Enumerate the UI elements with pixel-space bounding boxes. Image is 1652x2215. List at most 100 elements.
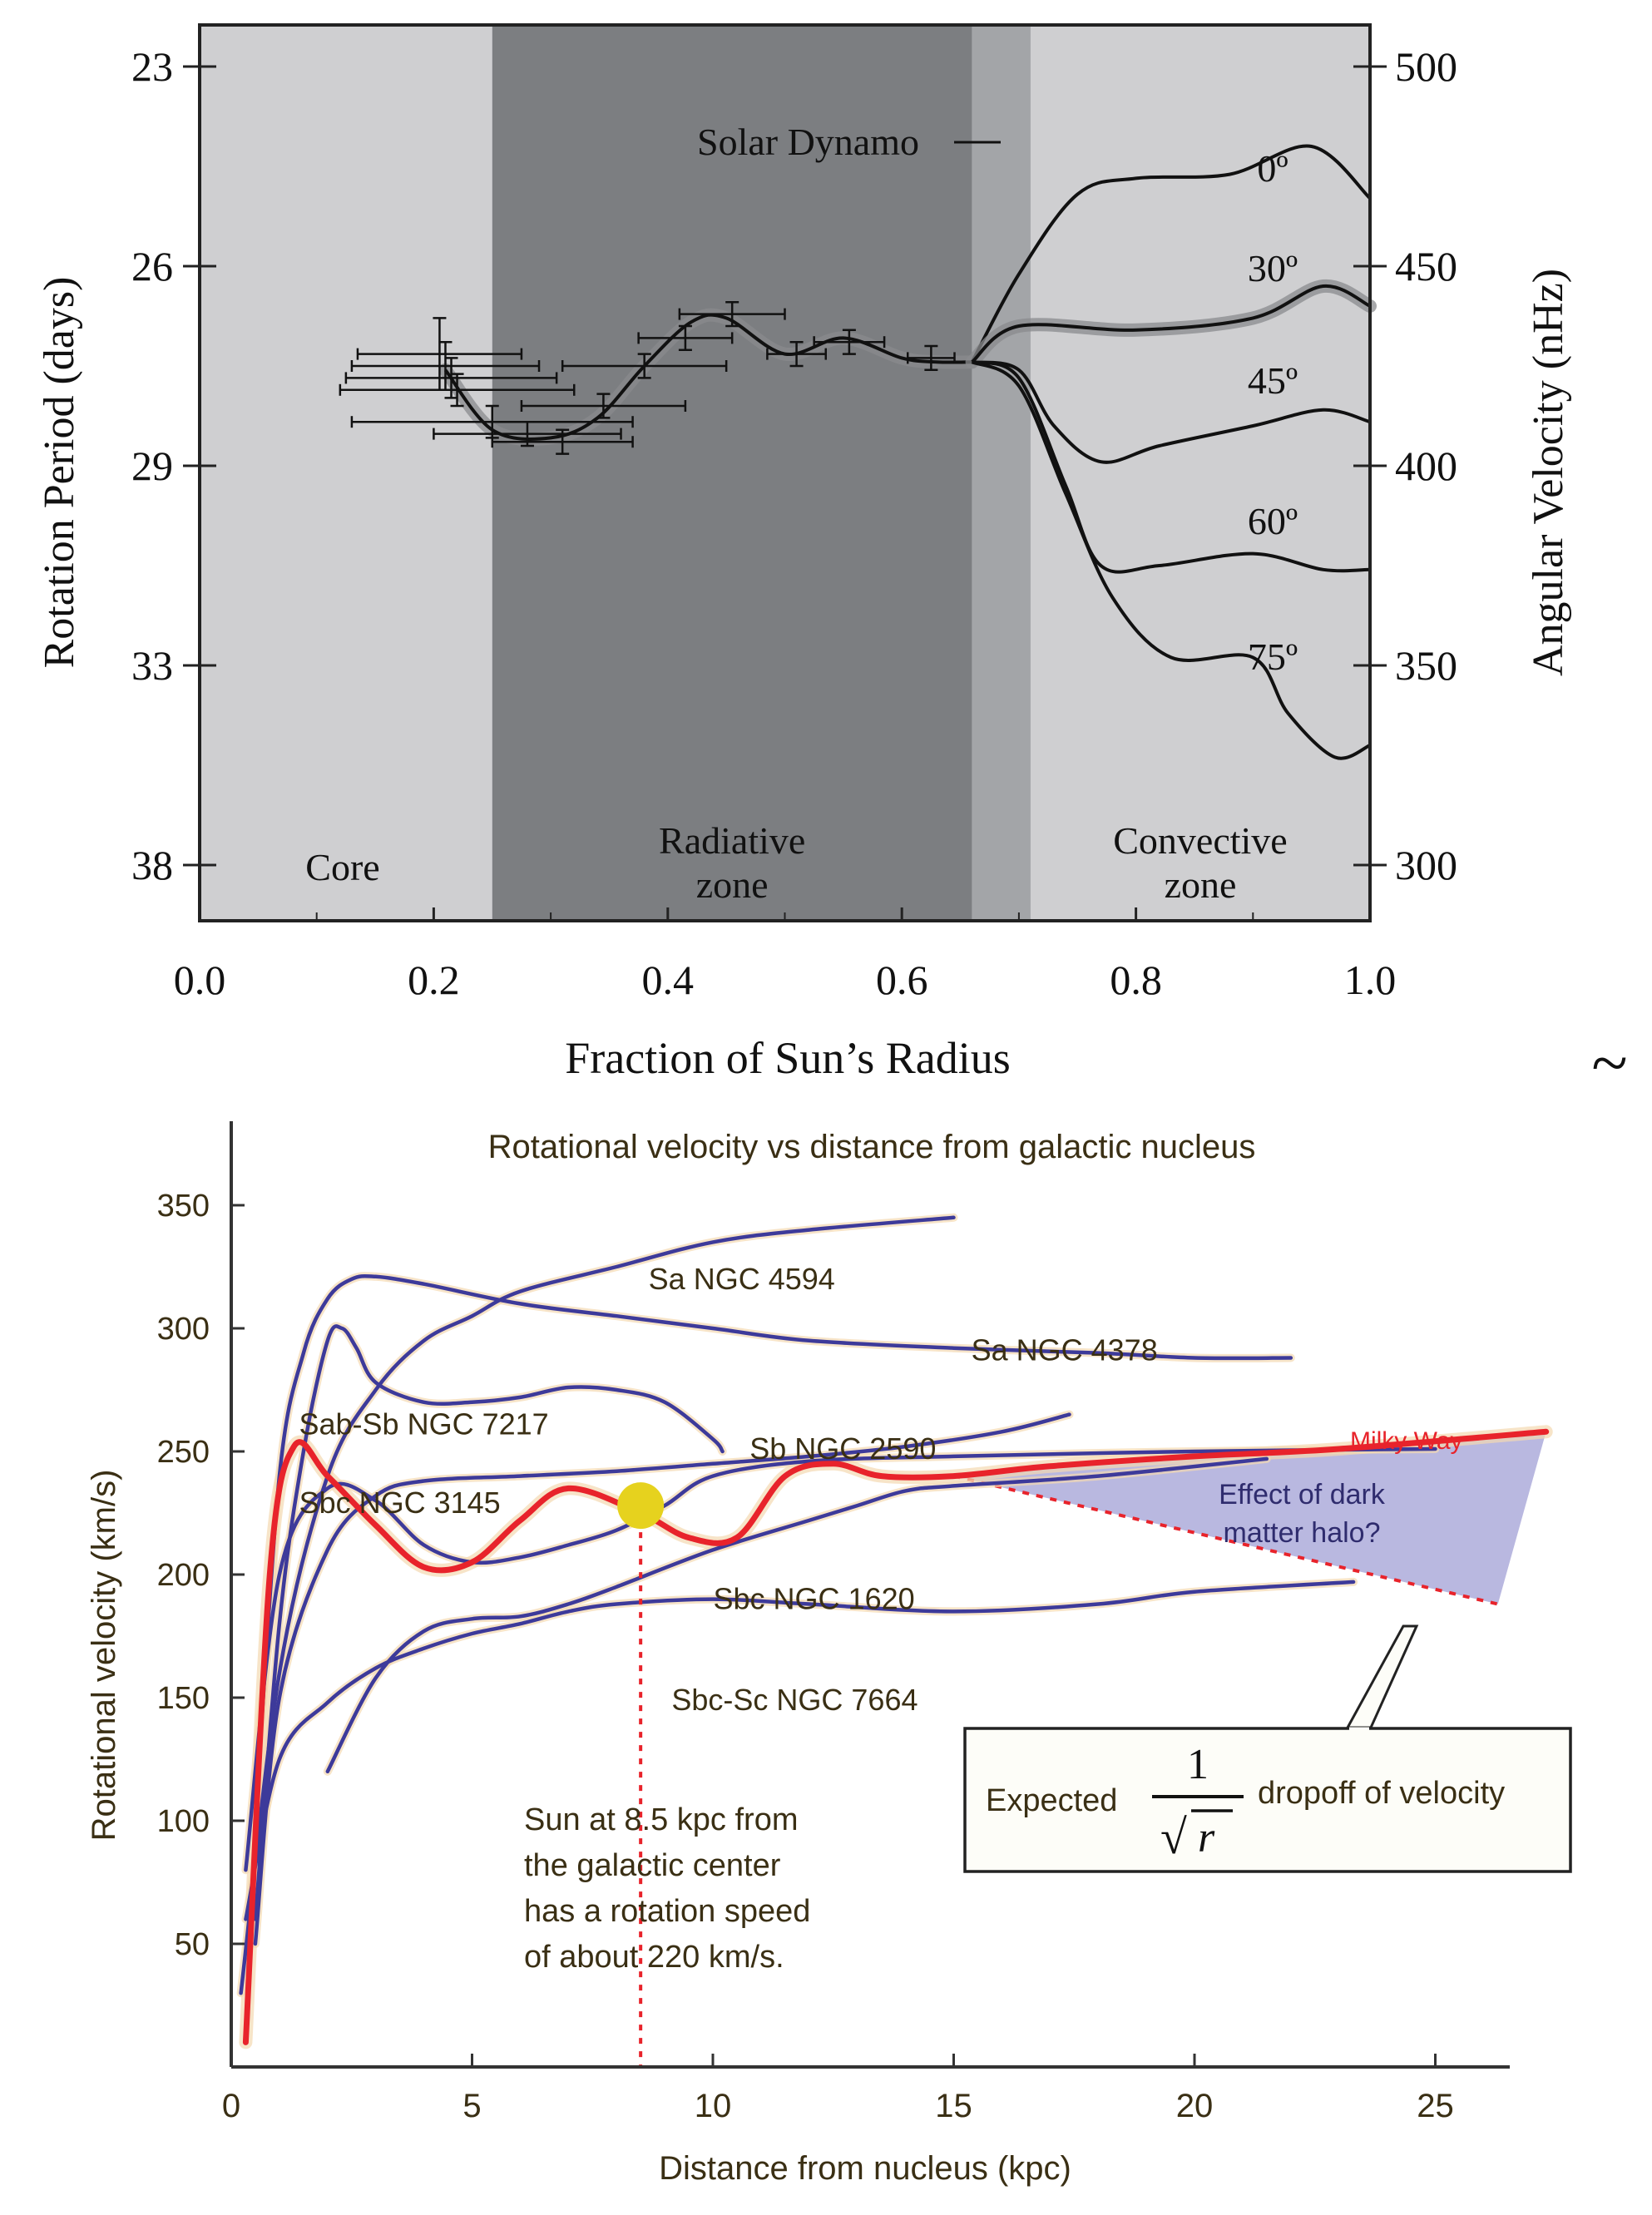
sun-position-marker (617, 1482, 665, 1530)
series-0-line (239, 1215, 956, 1995)
sun-note-line-2: has a rotation speed (524, 1894, 810, 1929)
galactic-x-tick-label-5: 25 (1417, 2088, 1454, 2124)
x-tick-label-1: 0.2 (408, 957, 460, 1003)
galactic-x-tick-label-4: 20 (1176, 2088, 1214, 2124)
solar-zones (200, 25, 1370, 921)
series-6-line (244, 1580, 1356, 1921)
zone-label-radiative: Radiative (659, 819, 805, 862)
error-bar-2 (344, 357, 558, 399)
x-tick-label-5: 1.0 (1344, 957, 1397, 1003)
series-label-sab-sb-ngc-7217: Sab-Sb NGC 7217 (299, 1407, 549, 1441)
galactic-curve-fills (236, 1213, 1553, 2049)
error-bar-7 (520, 393, 687, 419)
error-bar-12 (813, 329, 886, 355)
series-7-line (242, 1428, 1550, 2045)
error-bar-1 (350, 340, 541, 392)
series-2-line (253, 1324, 725, 1921)
error-bar-10 (678, 300, 786, 328)
left-tick-label-3: 33 (131, 642, 173, 689)
series-label-60: 60º (1248, 500, 1298, 542)
series-5-line (971, 360, 1371, 760)
dark-matter-label-line-0: Effect of dark (1219, 1479, 1386, 1510)
galactic-x-tick-label-1: 5 (462, 2088, 481, 2124)
galactic-y-axis-label: Rotational velocity (km/s) (86, 1470, 122, 1842)
fraction-numerator: 1 (1187, 1741, 1209, 1788)
solar-axes: 0.0 0.2 0.4 0.6 0.8 1.0 23 26 29 33 38 500 450 400 350… (131, 43, 1457, 1003)
series-label-45: 45º (1248, 359, 1298, 402)
series-1-line (253, 1273, 1293, 1823)
series-label-30: 30º (1248, 247, 1298, 289)
right-tick-label-0: 500 (1395, 43, 1457, 90)
fraction-denominator-variable: r (1198, 1814, 1215, 1861)
error-bar-11 (766, 340, 827, 368)
solar-right-axis-label: Angular Velocity (nHz) (1525, 269, 1572, 676)
series-label-75: 75º (1248, 635, 1298, 678)
galactic-series (239, 1215, 1550, 2045)
galactic-annotations: Sun at 8.5 kpc from the galactic center ha… (524, 1482, 1572, 2067)
zone-label-zone: zone (1165, 863, 1237, 906)
solar-series (438, 144, 1377, 760)
solar-x-axis-label: Fraction of Sun’s Radius (565, 1033, 1011, 1083)
solar-dynamo-annotation: Solar Dynamo (697, 121, 1001, 163)
series-label-milky-way: Milky Way (1350, 1427, 1463, 1455)
galactic-x-tick-label-2: 10 (695, 2088, 732, 2124)
galactic-y-tick-label-2: 150 (157, 1681, 210, 1716)
right-tick-label-4: 300 (1395, 842, 1457, 888)
left-tick-label-2: 29 (131, 443, 173, 489)
galactic-x-tick-label-3: 15 (935, 2088, 972, 2124)
solar-left-axis-label: Rotation Period (days) (36, 277, 83, 669)
galactic-rotation-chart: Rotational velocity vs distance from gal… (86, 1121, 1572, 2187)
sun-note-line-3: of about 220 km/s. (524, 1940, 784, 1975)
solar-rotation-chart: Solar Dynamo 0º 30º 45º 60º 75º Core Radiativ… (36, 23, 1572, 1083)
galactic-x-axis-label: Distance from nucleus (kpc) (659, 2150, 1071, 2187)
separator-symbol: ~ (1591, 1027, 1627, 1100)
galactic-y-tick-label-5: 300 (157, 1312, 210, 1347)
expected-dropoff-box (963, 1727, 1572, 1873)
x-tick-label-2: 0.4 (642, 957, 695, 1003)
galactic-x-tick-label-0: 0 (222, 2088, 240, 2124)
right-tick-label-3: 350 (1395, 642, 1457, 689)
zone-label-core: Core (305, 846, 379, 888)
error-bar-3 (339, 373, 576, 408)
series-1-line (970, 144, 1372, 363)
error-bar-5 (433, 420, 622, 447)
zone-3-background (1030, 25, 1370, 921)
galactic-axes: 0 5 10 15 20 25 50 100 150 200 250 300 350 (157, 1121, 1510, 2124)
zone-label-convective: Convective (1113, 819, 1288, 862)
solar-error-bars (339, 300, 956, 455)
expected-box-pointer (1345, 1624, 1419, 1729)
x-tick-label-3: 0.6 (876, 957, 928, 1003)
series-label-sbc-ngc-3145: Sbc NGC 3145 (299, 1486, 501, 1520)
galactic-y-tick-label-1: 100 (157, 1804, 210, 1839)
series-3-line (972, 360, 1371, 464)
series-5-line (325, 1456, 1269, 1774)
solar-dynamo-label: Solar Dynamo (697, 121, 919, 163)
galactic-y-tick-label-0: 50 (175, 1927, 210, 1962)
zone-label-zone: zone (696, 863, 769, 906)
galactic-chart-title: Rotational velocity vs distance from gal… (488, 1129, 1256, 1165)
series-0-line (443, 313, 972, 441)
sun-note-line-1: the galactic center (524, 1848, 781, 1883)
error-bar-8 (561, 353, 728, 379)
series-3-line (253, 1412, 1071, 1946)
solar-series-labels: 0º 30º 45º 60º 75º (1248, 147, 1298, 678)
right-tick-label-1: 450 (1395, 243, 1457, 289)
zone-1-background (492, 25, 972, 921)
dark-matter-label-line-1: matter halo? (1224, 1517, 1381, 1549)
fraction-root-symbol: √ (1160, 1810, 1187, 1864)
error-bar-6 (491, 428, 634, 455)
series-4-line (244, 1446, 1437, 1872)
series-4-line (971, 360, 1371, 574)
series-label-sa-ngc-4378: Sa NGC 4378 (972, 1333, 1158, 1367)
zone-0-background (200, 25, 492, 921)
expected-box-suffix: dropoff of velocity (1258, 1776, 1505, 1811)
left-tick-label-4: 38 (131, 842, 173, 888)
left-tick-label-1: 26 (131, 243, 173, 289)
galactic-series-labels: Sa NGC 4594 Sa NGC 4378 Sab-Sb NGC 7217 Sb … (299, 1262, 1463, 1717)
series-label-sb-ngc-2590: Sb NGC 2590 (749, 1431, 936, 1466)
right-tick-label-2: 400 (1395, 443, 1457, 489)
series-label-sa-ngc-4594: Sa NGC 4594 (649, 1262, 835, 1296)
expected-box-prefix: Expected (986, 1783, 1117, 1818)
